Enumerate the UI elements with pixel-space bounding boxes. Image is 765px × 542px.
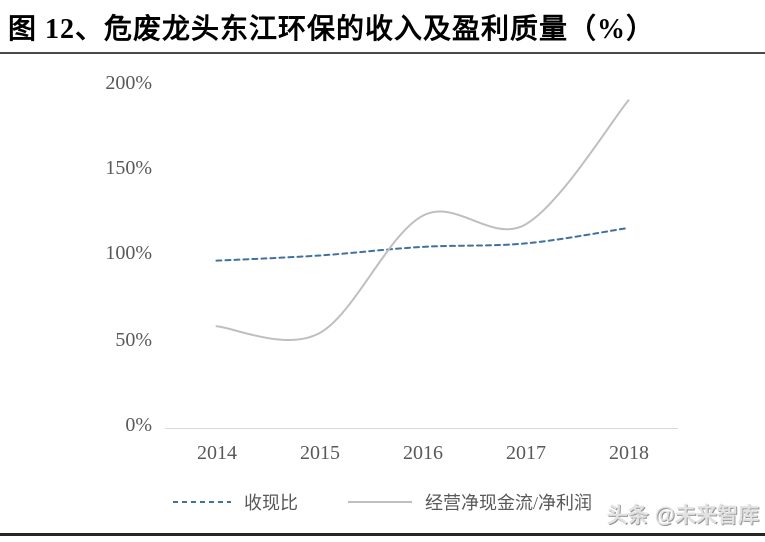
y-tick-100: 100%: [105, 242, 152, 264]
bottom-divider: [0, 533, 765, 536]
series-line-1: [215, 99, 630, 342]
x-tick-2018: 2018: [609, 442, 649, 464]
x-tick-2016: 2016: [403, 442, 443, 464]
y-tick-50: 50%: [115, 329, 152, 351]
x-tick-2017: 2017: [506, 442, 546, 464]
y-tick-0: 0%: [125, 414, 152, 436]
solid-line-sample-icon: [348, 501, 412, 503]
dashed-line-sample-icon: [173, 501, 231, 503]
title-divider: [0, 52, 765, 54]
watermark: 头条 @未来智库: [606, 504, 759, 527]
figure-title: 图 12、危废龙头东江环保的收入及盈利质量（%）: [8, 14, 656, 45]
legend-label: 经营净现金流/净利润: [425, 493, 593, 513]
legend-label: 收现比: [244, 493, 298, 513]
legend-item-cashflow-ratio: 经营净现金流/净利润: [348, 489, 592, 515]
series-line-0: [215, 226, 630, 262]
x-tick-2015: 2015: [300, 442, 340, 464]
y-tick-200: 200%: [105, 72, 152, 94]
legend-item-shouxianbi: 收现比: [173, 489, 298, 515]
x-tick-2014: 2014: [197, 442, 237, 464]
x-axis-line: [165, 428, 678, 429]
y-tick-150: 150%: [105, 157, 152, 179]
chart-legend: 收现比 经营净现金流/净利润: [173, 490, 592, 514]
